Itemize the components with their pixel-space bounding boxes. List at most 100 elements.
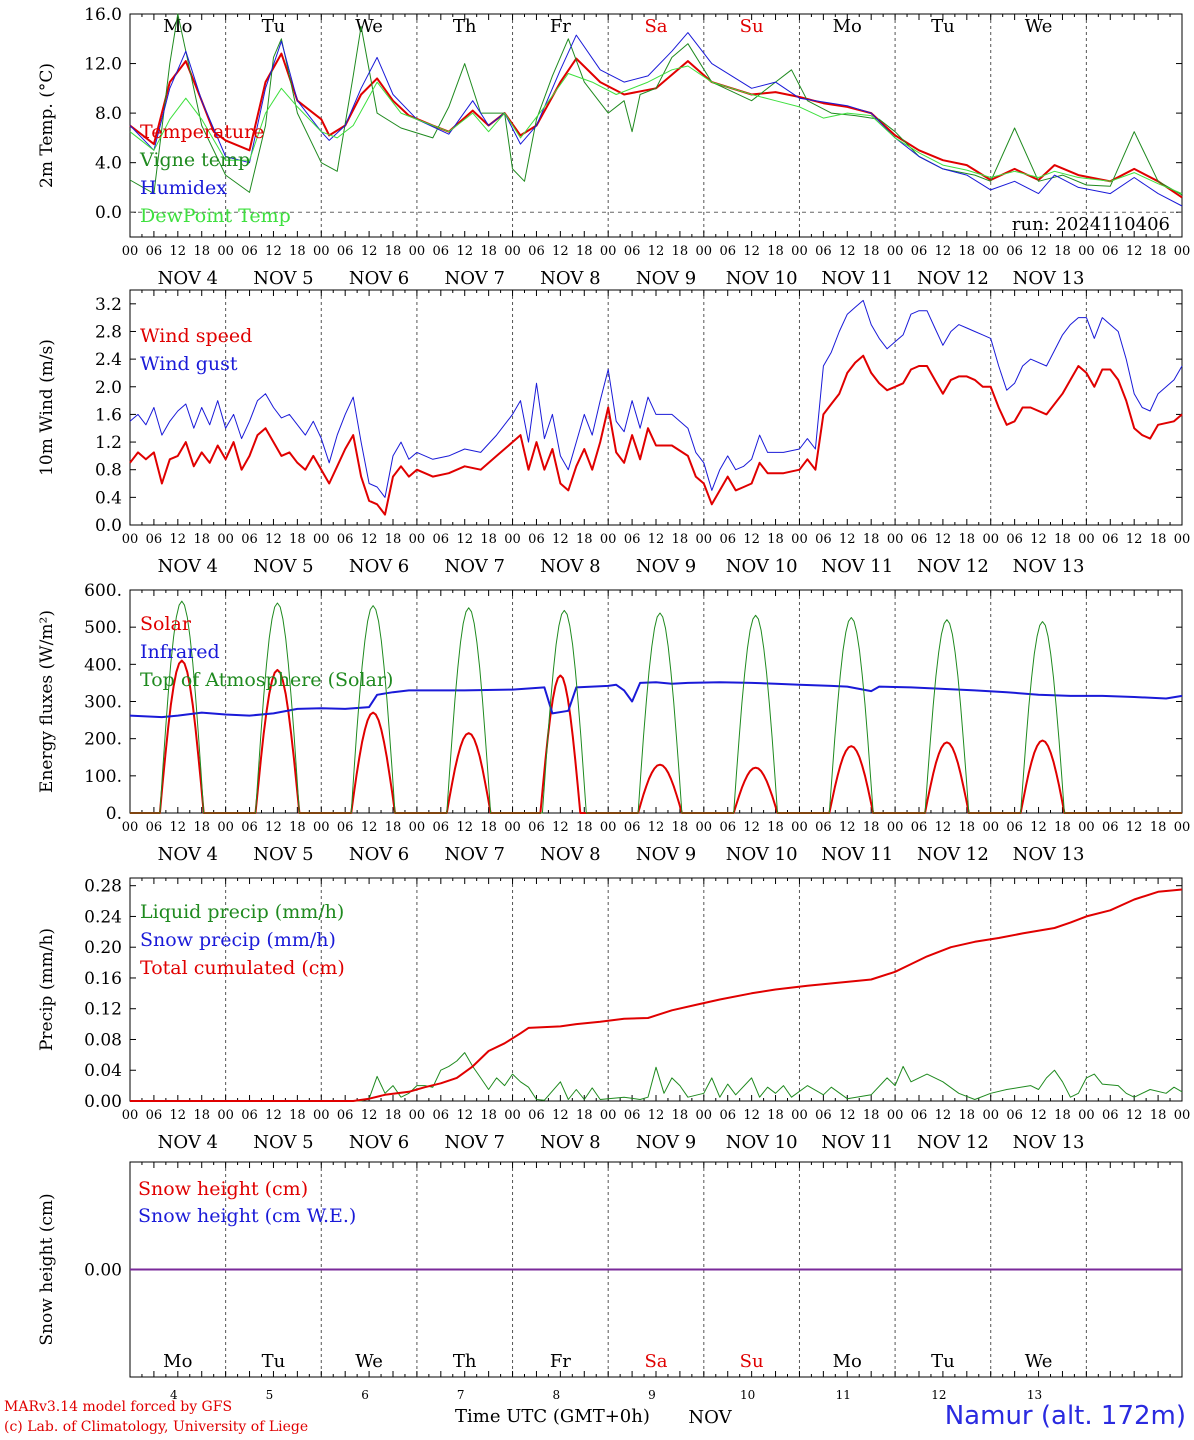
y-tick-label: 0.0	[95, 203, 122, 223]
panel-temperature: 0.0 4.0 8.0 12.0 16.0 2m Temp. (°C) Mo Tu We Th Fr…	[37, 5, 1190, 289]
hour-tick-label: 06	[911, 1108, 928, 1123]
y-tick-label: 0.4	[95, 488, 122, 508]
day-name: Mo	[163, 1351, 192, 1372]
hour-tick-label: 18	[959, 820, 976, 835]
hour-tick-label: 12	[743, 244, 760, 259]
hour-tick-label: 00	[504, 820, 521, 835]
hour-tick-label: 06	[241, 532, 258, 547]
series-dewpoint-temp	[129, 65, 1183, 195]
hour-tick-label: 12	[456, 1108, 473, 1123]
y-tick-label: 0.28	[84, 877, 122, 897]
day-name: We	[355, 16, 383, 37]
hour-tick-label: 00	[696, 820, 713, 835]
hour-tick-label: 18	[863, 820, 880, 835]
hour-tick-label: 18	[672, 1108, 689, 1123]
day-name: Mo	[833, 1351, 862, 1372]
hour-tick-label: 00	[982, 532, 999, 547]
day-name: Th	[453, 16, 477, 37]
hour-tick-label: 00	[1078, 820, 1095, 835]
legend-wind-speed: Wind speed	[140, 325, 252, 347]
series-humidex	[129, 32, 1183, 207]
day-name: Sa	[644, 1351, 667, 1372]
hour-tick-label: 00	[791, 820, 808, 835]
series-top-of-atmosphere-solar-	[130, 600, 1182, 814]
hour-tick-label: 06	[337, 1108, 354, 1123]
y-tick-label: 2.4	[95, 350, 122, 370]
hour-tick-label: 18	[480, 244, 497, 259]
day-number: 10	[740, 1388, 755, 1402]
hour-tick-label: 18	[289, 820, 306, 835]
hour-tick-label: 00	[887, 820, 904, 835]
hour-tick-label: 18	[672, 244, 689, 259]
day-name: We	[1025, 1351, 1053, 1372]
day-number: 8	[553, 1388, 561, 1402]
date-label: NOV 4	[158, 1132, 218, 1153]
hour-tick-label: 00	[217, 532, 234, 547]
y-tick-label: 0.08	[84, 1030, 122, 1050]
hour-tick-label: 12	[935, 244, 952, 259]
hour-tick-label: 06	[1006, 1108, 1023, 1123]
hour-tick-label: 12	[648, 532, 665, 547]
panel-wind: 0.0 0.4 0.8 1.2 1.6 2.0 2.4 2.8 3.2 10m Wind (m/s…	[37, 289, 1190, 577]
legend-total-cumulated-cm-: Total cumulated (cm)	[140, 957, 345, 979]
date-label: NOV 7	[445, 268, 505, 289]
date-label: NOV 11	[821, 844, 893, 865]
y-tick-label: 600.	[84, 581, 122, 601]
y-tick-label: 0.20	[84, 938, 122, 958]
hour-tick-label: 06	[815, 532, 832, 547]
hour-tick-label: 12	[1126, 820, 1143, 835]
hour-tick-label: 06	[433, 820, 450, 835]
hour-tick-label: 00	[122, 244, 139, 259]
hour-tick-label: 18	[1054, 532, 1071, 547]
hour-tick-label: 18	[385, 820, 402, 835]
y-tick-label: 1.2	[95, 433, 122, 453]
day-name: We	[355, 1351, 383, 1372]
hour-tick-label: 18	[193, 820, 210, 835]
legend-snow-height-cm-: Snow height (cm)	[138, 1178, 308, 1200]
hour-tick-label: 12	[935, 820, 952, 835]
y-tick-label: 0.8	[95, 461, 122, 481]
date-label: NOV 9	[636, 844, 696, 865]
hour-tick-label: 12	[552, 820, 569, 835]
legend-infrared: Infrared	[140, 641, 220, 663]
hour-tick-label: 18	[576, 820, 593, 835]
legend-snow-height-cm-w-e-: Snow height (cm W.E.)	[138, 1205, 356, 1227]
day-number: 6	[361, 1388, 369, 1402]
day-name: Tu	[262, 1351, 286, 1372]
time-axis-label: Time UTC (GMT+0h)	[455, 1406, 650, 1427]
hour-tick-label: 00	[887, 1108, 904, 1123]
hour-tick-label: 18	[289, 1108, 306, 1123]
hour-tick-label: 12	[265, 532, 282, 547]
date-label: NOV 7	[445, 1132, 505, 1153]
date-label: NOV 5	[253, 556, 313, 577]
date-label: NOV 4	[158, 268, 218, 289]
day-name: Fr	[550, 1351, 571, 1372]
series-vigne-temp	[129, 13, 1183, 196]
hour-tick-label: 06	[911, 532, 928, 547]
hour-tick-label: 12	[1030, 820, 1047, 835]
day-name: Tu	[931, 16, 955, 37]
day-name: We	[1025, 16, 1053, 37]
hour-tick-label: 06	[241, 820, 258, 835]
hour-tick-label: 18	[863, 244, 880, 259]
hour-tick-label: 00	[504, 1108, 521, 1123]
hour-tick-label: 12	[361, 1108, 378, 1123]
model-credit: MARv3.14 model forced by GFS	[4, 1399, 233, 1415]
hour-tick-label: 06	[1102, 820, 1119, 835]
hour-tick-label: 06	[719, 532, 736, 547]
hour-tick-label: 00	[504, 244, 521, 259]
hour-tick-label: 18	[1054, 820, 1071, 835]
y-tick-label: 0.0	[95, 516, 122, 536]
date-label: NOV 5	[253, 268, 313, 289]
hour-tick-label: 00	[217, 820, 234, 835]
hour-tick-label: 18	[1150, 532, 1167, 547]
hour-tick-label: 18	[672, 820, 689, 835]
legend-liquid-precip-mm-h-: Liquid precip (mm/h)	[140, 901, 344, 923]
date-label: NOV 4	[158, 556, 218, 577]
hour-tick-label: 00	[791, 532, 808, 547]
hour-tick-label: 06	[911, 820, 928, 835]
hour-tick-label: 06	[241, 1108, 258, 1123]
hour-tick-label: 06	[624, 1108, 641, 1123]
hour-tick-label: 12	[552, 1108, 569, 1123]
